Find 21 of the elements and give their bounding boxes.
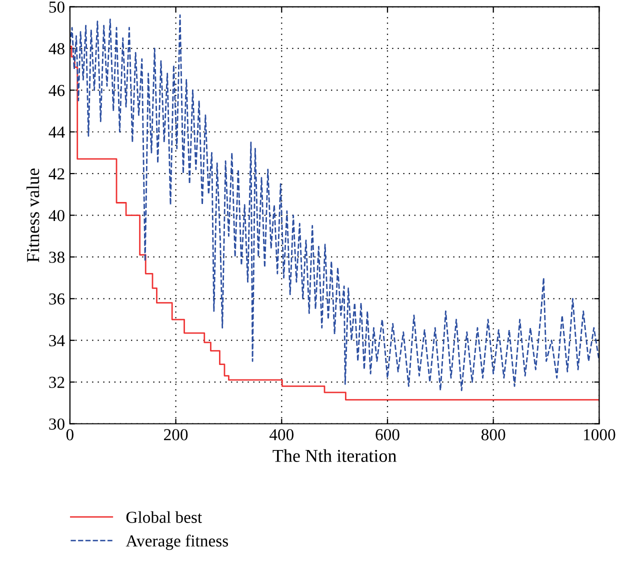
y-tick-label: 38: [49, 252, 64, 263]
y-tick-label: 42: [48, 168, 64, 180]
x-tick-label: 600: [376, 429, 400, 440]
x-tick-label: 800: [481, 429, 506, 440]
legend-label: Average fitness: [126, 534, 228, 550]
y-axis-title: Fitness value: [26, 168, 40, 262]
y-tick-label: 40: [48, 210, 64, 222]
y-tick-label: 36: [49, 293, 65, 305]
x-axis-title: The Nth iteration: [272, 449, 396, 462]
y-tick-label: 50: [49, 1, 64, 13]
y-tick-label: 46: [48, 84, 65, 96]
x-tick-label: 400: [269, 429, 294, 440]
y-tick-label: 44: [48, 126, 65, 138]
legend-label: Global best: [126, 511, 202, 523]
y-tick-label: 34: [49, 335, 65, 346]
y-tick-label: 48: [48, 43, 64, 54]
x-tick-label: 200: [164, 429, 188, 440]
y-tick-label: 30: [49, 418, 64, 430]
x-tick-label: 1000: [584, 429, 616, 440]
y-tick-label: 32: [49, 376, 64, 388]
x-tick-label: 0: [66, 429, 74, 440]
